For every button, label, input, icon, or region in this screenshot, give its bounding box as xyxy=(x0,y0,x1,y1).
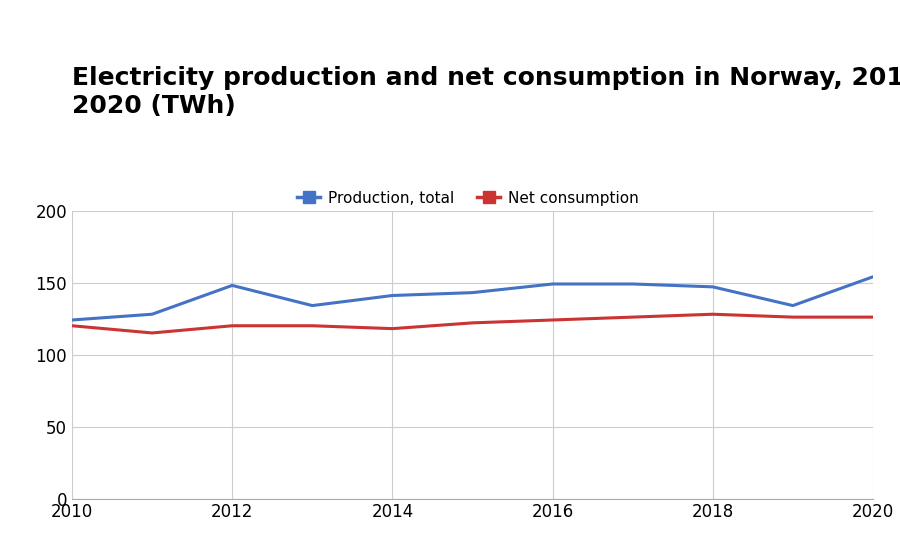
Production, total xyxy=(387,292,398,299)
Production, total xyxy=(707,284,718,290)
Net consumption xyxy=(227,322,238,329)
Production, total xyxy=(788,302,798,309)
Line: Production, total: Production, total xyxy=(72,277,873,320)
Production, total xyxy=(547,281,558,288)
Production, total xyxy=(67,317,77,324)
Net consumption xyxy=(467,320,478,326)
Production, total xyxy=(868,274,878,280)
Net consumption xyxy=(307,322,318,329)
Production, total xyxy=(467,289,478,296)
Net consumption xyxy=(387,325,398,332)
Text: Electricity production and net consumption in Norway, 2010-
2020 (TWh): Electricity production and net consumpti… xyxy=(72,66,900,119)
Production, total xyxy=(147,311,158,317)
Net consumption xyxy=(707,311,718,317)
Net consumption xyxy=(868,314,878,320)
Line: Net consumption: Net consumption xyxy=(72,314,873,333)
Net consumption xyxy=(147,330,158,336)
Net consumption xyxy=(627,314,638,320)
Production, total xyxy=(307,302,318,309)
Net consumption xyxy=(67,322,77,329)
Net consumption xyxy=(788,314,798,320)
Production, total xyxy=(627,281,638,288)
Legend: Production, total, Net consumption: Production, total, Net consumption xyxy=(292,185,644,212)
Net consumption xyxy=(547,317,558,324)
Production, total xyxy=(227,282,238,289)
